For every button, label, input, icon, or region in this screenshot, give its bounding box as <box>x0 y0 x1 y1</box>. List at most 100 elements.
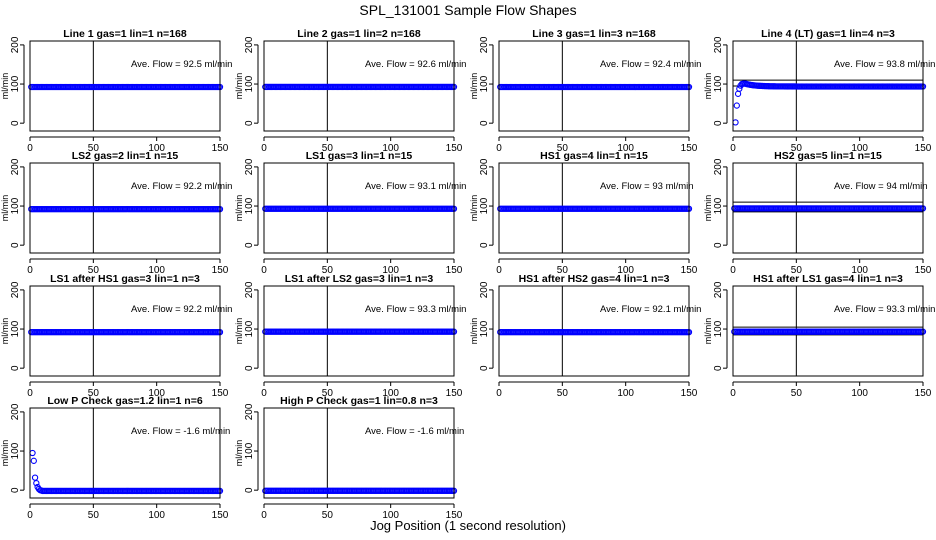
panel-frame <box>498 162 690 254</box>
panel-frame <box>263 407 455 499</box>
data-point <box>732 119 739 126</box>
y-tick-label: 100 <box>10 442 21 459</box>
panel-points <box>28 205 224 213</box>
y-tick-label: 0 <box>713 365 724 371</box>
x-tick-label: 50 <box>88 388 100 399</box>
panel-annotation: Ave. Flow = 92.4 ml/min <box>600 59 701 70</box>
x-tick-label: 0 <box>496 388 502 399</box>
panel-points <box>28 328 224 336</box>
x-tick-label: 50 <box>791 143 803 154</box>
panel-y-axis-label: ml/min <box>0 318 10 345</box>
x-tick-label: 150 <box>212 388 229 399</box>
y-tick-label: 200 <box>10 158 21 175</box>
panel-3: Line 3 gas=1 lin=3 n=168 ml/min 0 50 100 150 0… <box>469 28 701 154</box>
x-tick-label: 150 <box>915 388 932 399</box>
panel-title: LS2 gas=2 lin=1 n=15 <box>72 150 179 162</box>
panel-points <box>262 205 458 212</box>
figure-title: SPL_131001 Sample Flow Shapes <box>359 2 577 18</box>
x-tick-label: 0 <box>730 388 736 399</box>
data-point <box>30 457 37 464</box>
data-point <box>736 85 743 92</box>
x-tick-label: 150 <box>212 265 229 276</box>
x-tick-label: 50 <box>88 510 100 521</box>
panel-frame <box>732 40 924 132</box>
x-tick-label: 0 <box>730 265 736 276</box>
x-tick-label: 50 <box>88 265 100 276</box>
data-point <box>29 449 36 457</box>
panel-annotation: Ave. Flow = 94 ml/min <box>834 181 928 192</box>
y-tick-label: 100 <box>244 75 255 92</box>
y-tick-label: 100 <box>479 197 490 214</box>
panel-title: HS1 after HS2 gas=4 lin=1 n=3 <box>519 273 670 285</box>
x-tick-label: 0 <box>27 388 33 399</box>
panel-11: HS1 after HS2 gas=4 lin=1 n=3 ml/min 0 50 10… <box>469 273 701 399</box>
x-tick-label: 150 <box>212 510 229 521</box>
panel-4: Line 4 (LT) gas=1 lin=4 n=3 ml/min 0 50 100 1… <box>703 28 935 154</box>
panel-12: HS1 after LS1 gas=4 lin=1 n=3 ml/min 0 50 10… <box>703 273 935 399</box>
y-tick-label: 200 <box>244 403 255 420</box>
panel-points <box>497 328 693 336</box>
panel-y-axis-label: ml/min <box>234 73 244 100</box>
panel-7: HS1 gas=4 lin=1 n=15 ml/min 0 50 100 150 0 100 2… <box>469 150 698 276</box>
panel-annotation: Ave. Flow = 93.1 ml/min <box>365 181 466 192</box>
panel-y-axis-label: ml/min <box>234 318 244 345</box>
y-tick-label: 100 <box>713 320 724 337</box>
panel-2: Line 2 gas=1 lin=2 n=168 ml/min 0 50 100 150 0… <box>234 28 466 154</box>
panel-frame <box>263 162 455 254</box>
panel-title: Line 4 (LT) gas=1 lin=4 n=3 <box>761 28 895 40</box>
data-point <box>733 102 740 109</box>
x-tick-label: 0 <box>261 510 267 521</box>
x-tick-label: 50 <box>557 265 569 276</box>
x-tick-label: 0 <box>27 265 33 276</box>
x-tick-label: 50 <box>791 388 803 399</box>
panel-y-axis-label: ml/min <box>703 195 713 222</box>
panel-annotation: Ave. Flow = 92.6 ml/min <box>365 59 466 70</box>
panel-6: LS1 gas=3 lin=1 n=15 ml/min 0 50 100 150 0 100 2… <box>234 150 466 276</box>
x-tick-label: 150 <box>212 143 229 154</box>
panel-y-axis-label: ml/min <box>0 440 10 467</box>
panel-title: Line 3 gas=1 lin=3 n=168 <box>532 28 656 40</box>
panel-y-axis-label: ml/min <box>234 440 244 467</box>
panel-8: HS2 gas=5 lin=1 n=15 ml/min 0 50 100 150 0 100 2… <box>703 150 932 276</box>
y-tick-label: 0 <box>713 120 724 126</box>
x-tick-label: 150 <box>915 143 932 154</box>
panel-y-axis-label: ml/min <box>0 73 10 100</box>
x-tick-label: 100 <box>382 265 399 276</box>
x-tick-label: 100 <box>148 388 165 399</box>
x-tick-label: 150 <box>681 265 698 276</box>
x-tick-label: 100 <box>851 265 868 276</box>
panel-title: Low P Check gas=1.2 lin=1 n=6 <box>47 395 202 407</box>
y-tick-label: 200 <box>713 36 724 53</box>
x-tick-label: 50 <box>88 143 100 154</box>
panel-frame <box>263 285 455 377</box>
y-tick-label: 200 <box>10 281 21 298</box>
x-tick-label: 50 <box>322 265 334 276</box>
panel-points <box>262 487 458 494</box>
panel-points <box>497 205 693 212</box>
panel-annotation: Ave. Flow = 93 ml/min <box>600 181 694 192</box>
y-tick-label: 0 <box>10 487 21 493</box>
panel-annotation: Ave. Flow = 93.3 ml/min <box>834 304 935 315</box>
x-tick-label: 0 <box>27 510 33 521</box>
x-tick-label: 100 <box>851 143 868 154</box>
x-tick-label: 100 <box>382 510 399 521</box>
panel-points <box>262 83 458 91</box>
y-tick-label: 200 <box>479 281 490 298</box>
x-tick-label: 150 <box>446 388 463 399</box>
panel-frame <box>498 285 690 377</box>
y-tick-label: 0 <box>244 242 255 248</box>
y-tick-label: 200 <box>244 36 255 53</box>
y-tick-label: 100 <box>244 197 255 214</box>
y-tick-label: 200 <box>479 158 490 175</box>
x-tick-label: 50 <box>322 510 334 521</box>
panel-frame <box>732 285 924 377</box>
x-tick-label: 0 <box>496 143 502 154</box>
y-tick-label: 200 <box>713 281 724 298</box>
panel-title: Line 1 gas=1 lin=1 n=168 <box>63 28 187 40</box>
panel-13: Low P Check gas=1.2 lin=1 n=6 ml/min 0 50 10… <box>0 395 230 521</box>
x-tick-label: 100 <box>148 510 165 521</box>
x-tick-label: 50 <box>322 388 334 399</box>
x-tick-label: 0 <box>261 388 267 399</box>
x-tick-label: 50 <box>557 143 569 154</box>
y-tick-label: 100 <box>713 75 724 92</box>
